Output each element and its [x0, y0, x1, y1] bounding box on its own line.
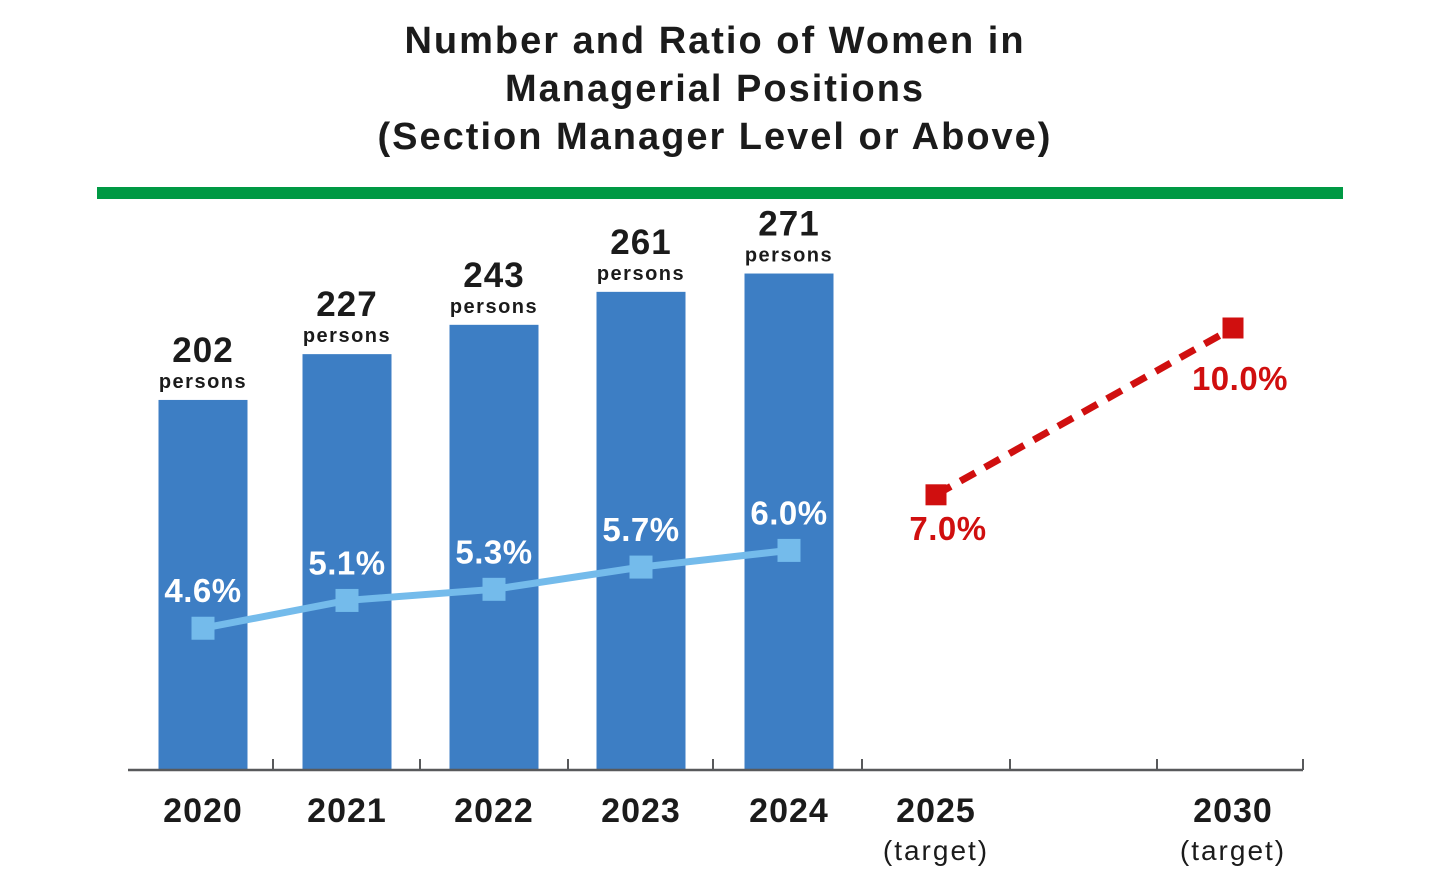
x-label-2023: 2023 — [601, 792, 681, 830]
x-label-2020: 2020 — [163, 792, 243, 830]
bar-2024 — [744, 273, 834, 770]
ratio-marker-2022 — [482, 577, 506, 601]
bar-unit-label-2023: persons — [597, 263, 685, 285]
green-divider-bar — [97, 187, 1343, 199]
ratio-marker-2020 — [191, 616, 215, 640]
bar-value-label-2024: 271 — [758, 205, 819, 244]
bar-unit-label-2024: persons — [745, 245, 833, 267]
bar-2020 — [158, 399, 248, 770]
target-value-label-2025: 7.0% — [909, 510, 986, 547]
bar-2022 — [449, 324, 539, 770]
target-marker-2025 — [925, 484, 947, 506]
bar-unit-label-2020: persons — [159, 371, 247, 393]
x-label-2022: 2022 — [454, 792, 534, 830]
bar-value-label-2023: 261 — [610, 223, 671, 262]
target-line — [934, 324, 1235, 498]
ratio-value-label-2024: 6.0% — [750, 494, 827, 531]
bar-unit-label-2022: persons — [450, 296, 538, 318]
ratio-value-label-2023: 5.7% — [602, 511, 679, 548]
x-label-2025: 2025 — [896, 792, 976, 830]
ratio-value-label-2022: 5.3% — [455, 533, 532, 570]
ratio-marker-2024 — [777, 538, 801, 562]
ratio-value-label-2020: 4.6% — [164, 572, 241, 609]
ratio-marker-2023 — [629, 555, 653, 579]
x-label-2021: 2021 — [307, 792, 387, 830]
bar-unit-label-2021: persons — [303, 325, 391, 347]
title-line-2: Managerial Positions — [504, 68, 926, 110]
bar-2021 — [302, 354, 392, 770]
bar-2023 — [596, 291, 686, 770]
x-label-2024: 2024 — [749, 792, 829, 830]
x-sublabel-2025: (target) — [883, 835, 989, 866]
title-line-3: (Section Manager Level or Above) — [377, 116, 1053, 158]
ratio-value-label-2021: 5.1% — [308, 544, 385, 581]
title-line-1: Number and Ratio of Women in — [404, 20, 1026, 62]
x-sublabel-2030: (target) — [1180, 835, 1286, 866]
x-label-2030: 2030 — [1193, 792, 1273, 830]
chart-title: Number and Ratio of Women in Managerial … — [0, 17, 1430, 161]
target-value-label-2030: 10.0% — [1192, 360, 1288, 397]
target-marker-2030 — [1222, 317, 1244, 339]
bar-value-label-2022: 243 — [463, 256, 524, 295]
bar-value-label-2020: 202 — [172, 331, 233, 370]
bar-value-label-2021: 227 — [316, 285, 377, 324]
ratio-marker-2021 — [335, 588, 359, 612]
